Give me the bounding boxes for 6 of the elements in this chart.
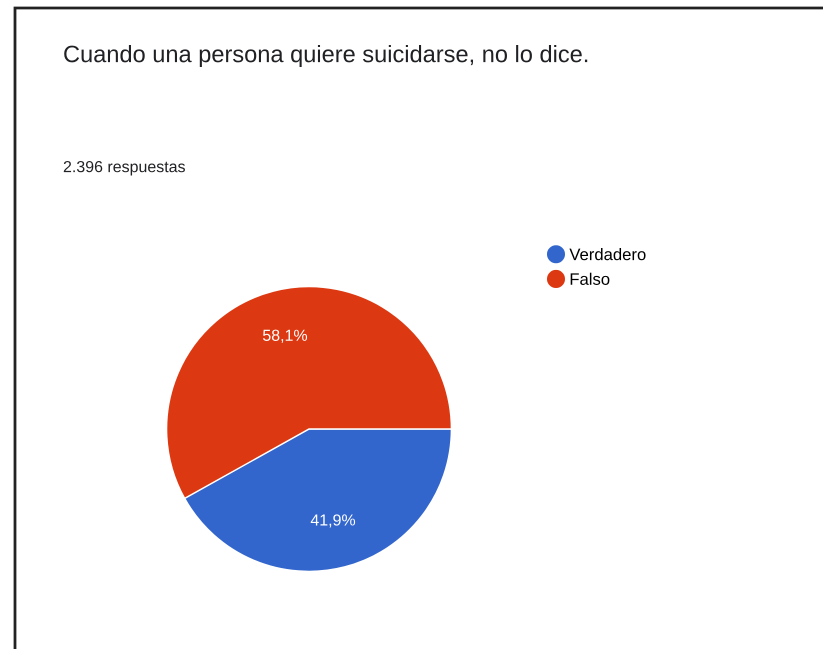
legend-label: Falso: [570, 272, 610, 285]
chart-title: Cuando una persona quiere suicidarse, no lo dice.: [64, 45, 588, 68]
legend-label: Verdadero: [569, 248, 646, 260]
chart-subtitle: 2.396 respuestas: [64, 160, 185, 176]
data-label: 41,9%: [310, 514, 356, 528]
data-label: 58,1%: [262, 330, 308, 343]
